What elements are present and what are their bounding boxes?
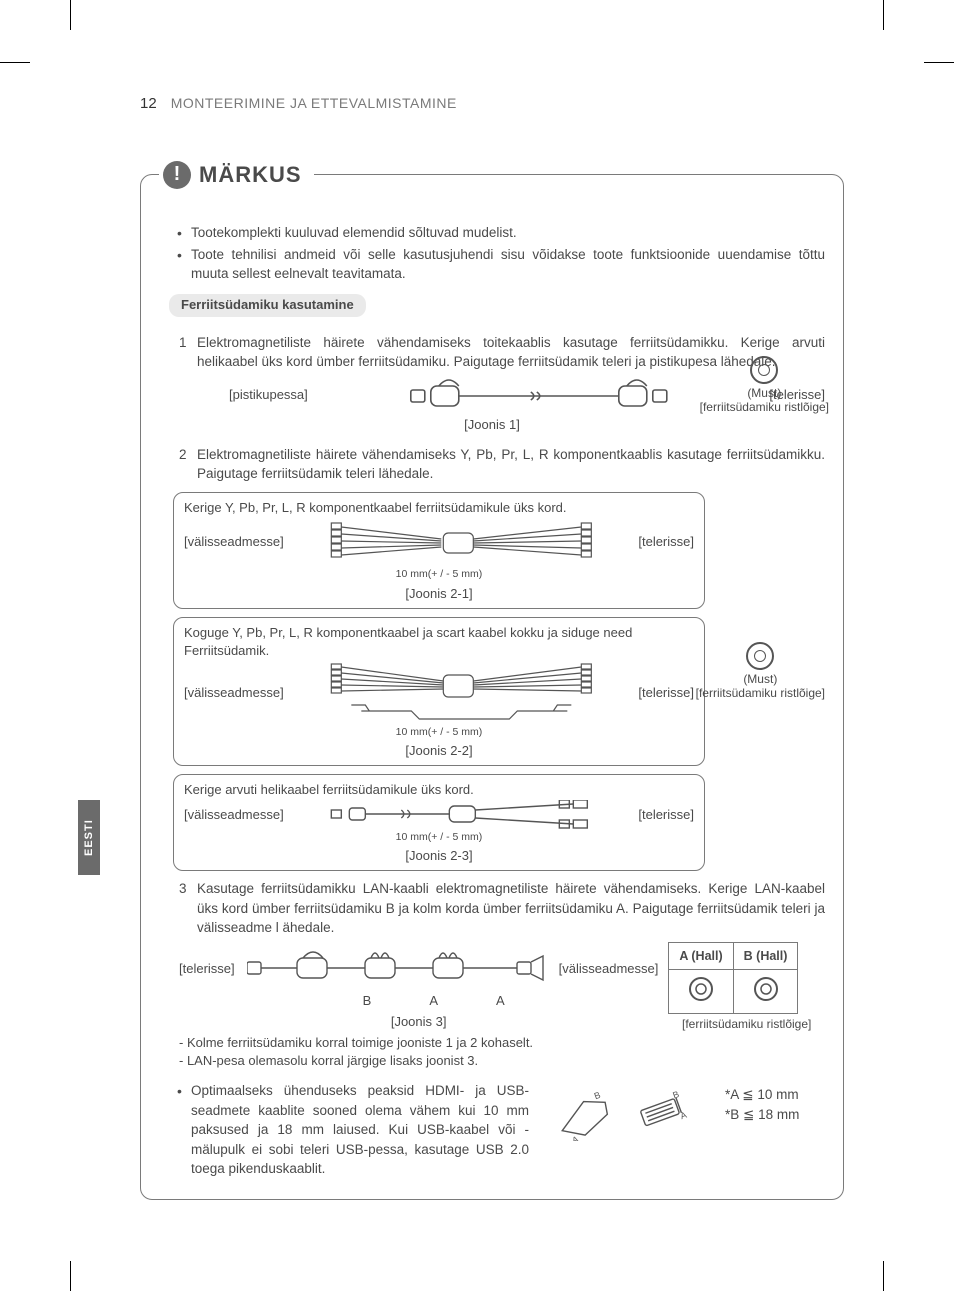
step-text: Kasutage ferriitsüdamikku LAN-kaabli ele…	[197, 881, 825, 935]
figure-2-3-right: [telerisse]	[638, 806, 694, 825]
box-title: Koguge Y, Pb, Pr, L, R komponentkaabel j…	[184, 624, 694, 662]
figure-2-1-cable-icon	[294, 517, 629, 567]
box-title: Kerige arvuti helikaabel ferriitsüdamiku…	[184, 781, 694, 800]
page-number: 12	[140, 95, 157, 112]
figure-3-label-a1: A	[429, 992, 438, 1011]
hdmi-text: Optimaalseks ühenduseks peaksid HDMI- ja…	[191, 1081, 529, 1179]
figure-2-3-dim: 10 mm(+ / - 5 mm)	[184, 830, 694, 845]
figure-2-2-left: [välisseadmesse]	[184, 684, 284, 703]
figure-3-cable-icon	[247, 948, 547, 992]
hdmi-usb-figure: B A B A	[547, 1081, 707, 1147]
language-side-tab: EESTI	[78, 800, 100, 875]
figure-2-2-cable-icon	[294, 661, 629, 725]
dim-b: *B ≦ 18 mm	[725, 1105, 825, 1125]
figure-3-label-b: B	[363, 992, 372, 1011]
legend-color: (Must)	[747, 386, 781, 400]
figure-2-1-dim: 10 mm(+ / - 5 mm)	[184, 567, 694, 582]
page-header: 12 MONTEERIMINE JA ETTEVALMISTAMINE	[140, 95, 844, 112]
step-2: 2 Elektromagnetiliste häirete vähendamis…	[159, 445, 825, 484]
legend-text: [ferriitsüdamiku ristlõige]	[696, 686, 825, 700]
ferrite-color-table: A (Hall) B (Hall)	[668, 942, 798, 1014]
ferrite-legend-2: (Must) [ferriitsüdamiku ristlõige]	[696, 642, 825, 701]
page-content: 12 MONTEERIMINE JA ETTEVALMISTAMINE ! MÄ…	[140, 95, 844, 1231]
figure-2-3-box: Kerige arvuti helikaabel ferriitsüdamiku…	[173, 774, 705, 871]
figure-2-3-caption: [Joonis 2-3]	[184, 847, 694, 866]
step-number: 1	[179, 333, 187, 353]
footnote-2: - LAN-pesa olemasolu korral järgige lisa…	[179, 1052, 825, 1071]
bullet-item: Tootekomplekti kuuluvad elemendid sõltuv…	[177, 223, 825, 243]
bullet-item: Optimaalseks ühenduseks peaksid HDMI- ja…	[177, 1081, 825, 1179]
table-cell	[733, 970, 798, 1014]
figure-2-2-dim: 10 mm(+ / - 5 mm)	[184, 725, 694, 740]
title-rule	[337, 174, 813, 175]
figure-2-3-left: [välisseadmesse]	[184, 806, 284, 825]
figure-1-cable-icon	[320, 378, 758, 414]
table-cell	[669, 970, 733, 1014]
bullet-item: Toote tehnilisi andmeid või selle kasutu…	[177, 245, 825, 284]
svg-text:B: B	[593, 1090, 602, 1101]
step-text: Elektromagnetiliste häirete vähendamisek…	[197, 447, 825, 482]
figure-1-left-label: [pistikupessa]	[229, 386, 308, 405]
figure-2-1-box: Kerige Y, Pb, Pr, L, R komponentkaabel f…	[173, 492, 705, 609]
figure-2-3-cable-icon	[294, 800, 629, 830]
hdmi-dimensions: *A ≦ 10 mm *B ≦ 18 mm	[725, 1081, 825, 1124]
ferrite-ring-icon	[751, 974, 781, 1004]
ferrite-ring-icon	[750, 356, 778, 384]
figure-2-1-right: [telerisse]	[638, 533, 694, 552]
ferrite-ring-icon	[686, 974, 716, 1004]
ferrite-ring-icon	[746, 642, 774, 670]
figure-3-label-a2: A	[496, 992, 505, 1011]
figure-3-right: [välisseadmesse]	[559, 960, 659, 979]
dim-a: *A ≦ 10 mm	[725, 1085, 825, 1105]
figure-2-2-right: [telerisse]	[638, 684, 694, 703]
step-number: 3	[179, 879, 187, 899]
legend-color: (Must)	[743, 672, 777, 686]
step-3: 3 Kasutage ferriitsüdamikku LAN-kaabli e…	[159, 879, 825, 1071]
note-title-text: MÄRKUS	[199, 159, 302, 191]
ferrite-table-wrap: A (Hall) B (Hall) [ferriitsüdami	[668, 942, 825, 1034]
figure-2-1-caption: [Joonis 2-1]	[184, 585, 694, 604]
step-number: 2	[179, 445, 187, 465]
note-title: ! MÄRKUS	[159, 159, 314, 191]
note-badge-icon: !	[163, 161, 191, 189]
svg-text:A: A	[571, 1134, 580, 1141]
legend-text: [ferriitsüdamiku ristlõige]	[700, 400, 829, 414]
ferrite-legend-1: (Must) [ferriitsüdamiku ristlõige]	[700, 356, 829, 415]
sub-heading: Ferriitsüdamiku kasutamine	[169, 294, 366, 317]
section-title: MONTEERIMINE JA ETTEVALMISTAMINE	[171, 95, 457, 111]
footnote-1: - Kolme ferriitsüdamiku korral toimige j…	[179, 1034, 825, 1053]
figure-2-2-box: Koguge Y, Pb, Pr, L, R komponentkaabel j…	[173, 617, 705, 767]
table-header: A (Hall)	[669, 942, 733, 969]
note-bullets: Tootekomplekti kuuluvad elemendid sõltuv…	[159, 223, 825, 284]
table-header: B (Hall)	[733, 942, 798, 969]
figure-2-1-left: [välisseadmesse]	[184, 533, 284, 552]
hdmi-usb-icon: B A B A	[547, 1081, 707, 1141]
note-box: ! MÄRKUS Tootekomplekti kuuluvad elemend…	[140, 174, 844, 1200]
box-title: Kerige Y, Pb, Pr, L, R komponentkaabel f…	[184, 499, 694, 518]
figure-2-2-caption: [Joonis 2-2]	[184, 742, 694, 761]
figure-3-caption: [Joonis 3]	[179, 1013, 658, 1032]
legend-text: [ferriitsüdamiku ristlõige]	[668, 1016, 825, 1033]
figure-1-caption: [Joonis 1]	[159, 416, 825, 435]
figure-3-left: [telerisse]	[179, 960, 235, 979]
